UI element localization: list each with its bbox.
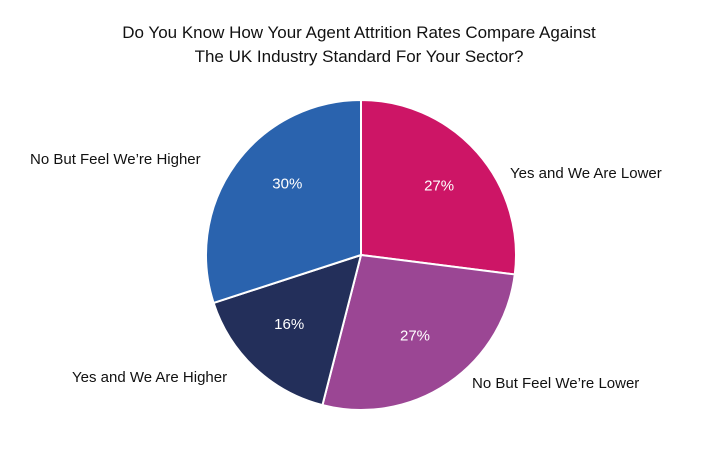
chart-title-line-2: The UK Industry Standard For Your Sector… <box>195 47 524 66</box>
pie-slice-4 <box>205 99 362 304</box>
pie-category-label-1: Yes and We Are Lower <box>510 165 662 182</box>
chart-title: Do You Know How Your Agent Attrition Rat… <box>122 23 596 66</box>
pie-value-label-2: 27% <box>400 327 430 344</box>
pie-value-label-3: 16% <box>274 316 304 333</box>
pie-value-label-4: 30% <box>272 175 302 192</box>
pie-category-label-2: No But Feel We’re Lower <box>472 375 639 392</box>
chart-title-line-1: Do You Know How Your Agent Attrition Rat… <box>122 23 596 42</box>
pie-slice-3 <box>212 254 362 407</box>
pie-category-label-4: No But Feel We’re Higher <box>30 151 201 168</box>
pie-slice-2 <box>321 254 516 411</box>
pie-category-label-3: Yes and We Are Higher <box>72 369 227 386</box>
pie-value-label-1: 27% <box>424 177 454 194</box>
pie-category-labels: Yes and We Are Lower No But Feel We’re Lo… <box>30 151 662 392</box>
pie-value-labels: 27% 27% 16% 30% <box>272 175 454 344</box>
pie-slice-1 <box>360 99 518 276</box>
pie-slices <box>205 99 518 411</box>
